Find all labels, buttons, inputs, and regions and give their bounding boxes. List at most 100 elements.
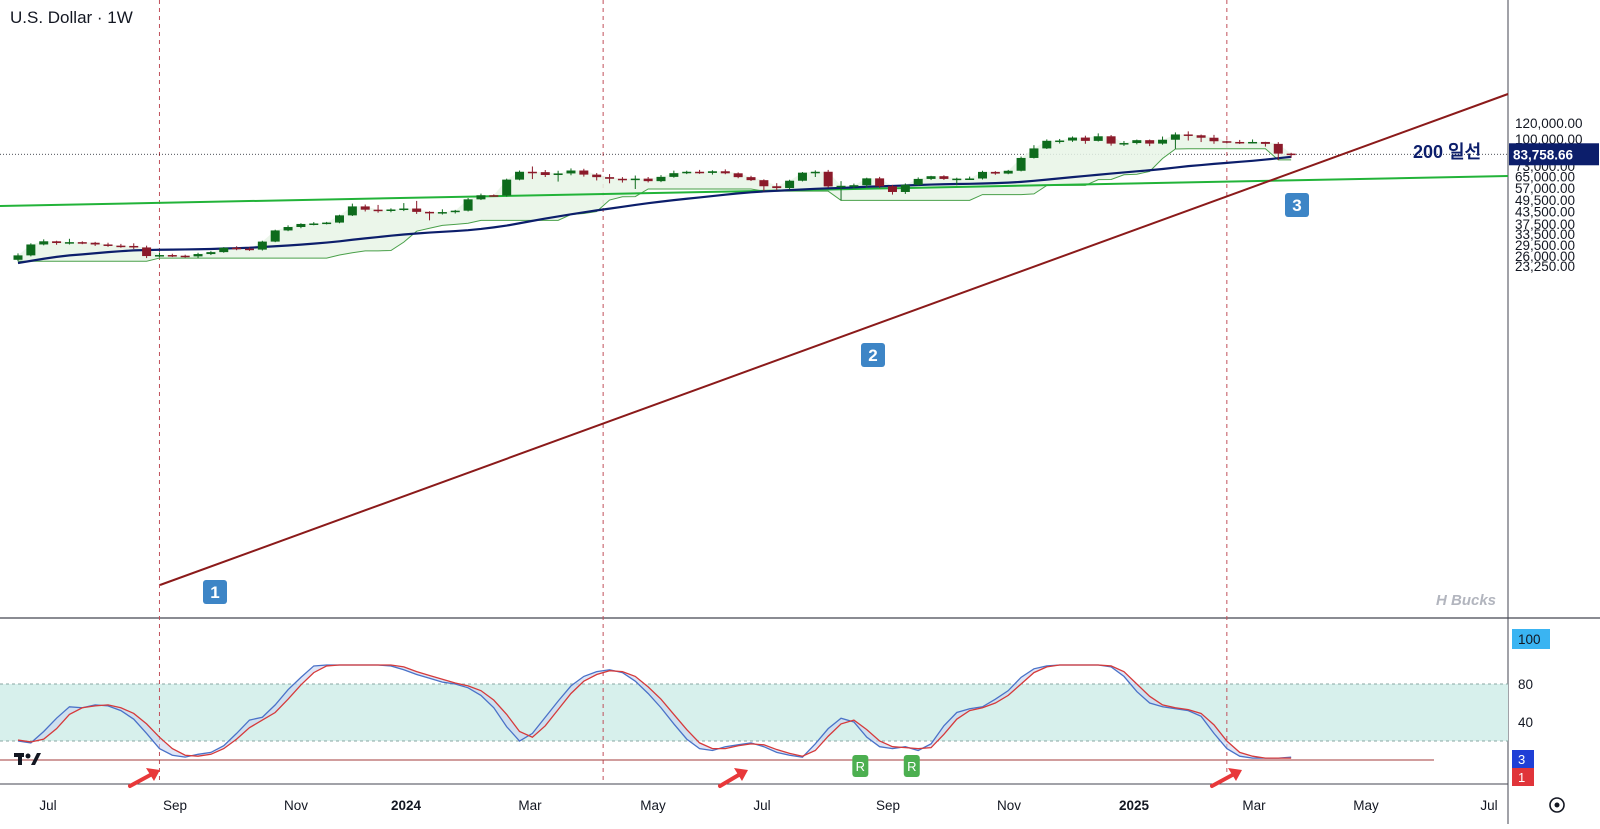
candle-body[interactable] [373, 209, 383, 212]
candle-body[interactable] [643, 178, 653, 182]
r-marker-2[interactable]: R [903, 755, 920, 777]
candle-body[interactable] [52, 241, 62, 244]
candle-body[interactable] [180, 255, 190, 258]
candle-body[interactable] [1132, 140, 1142, 144]
candle-body[interactable] [386, 209, 396, 211]
candle-body[interactable] [553, 173, 563, 176]
candle-body[interactable] [592, 174, 602, 178]
r-marker-1[interactable]: R [852, 755, 869, 777]
candle-body[interactable] [296, 223, 306, 228]
candle-body[interactable] [1260, 141, 1270, 144]
candle-body[interactable] [772, 186, 782, 189]
candle-body[interactable] [1158, 139, 1168, 144]
candle-body[interactable] [823, 171, 833, 187]
candle-body[interactable] [1170, 134, 1180, 140]
candle-body[interactable] [797, 172, 807, 181]
candle-body[interactable] [617, 178, 627, 181]
candle-body[interactable] [579, 170, 589, 175]
candle-body[interactable] [39, 241, 49, 245]
marker-2[interactable]: 2 [861, 343, 885, 367]
candle-body[interactable] [90, 242, 100, 245]
candle-body[interactable] [1273, 143, 1283, 154]
candle-body[interactable] [540, 172, 550, 176]
candle-body[interactable] [283, 227, 293, 231]
marker-2-box[interactable] [861, 343, 885, 367]
candle-body[interactable] [1119, 143, 1129, 145]
candle-body[interactable] [810, 171, 820, 174]
candle-body[interactable] [900, 184, 910, 192]
candle-body[interactable] [450, 210, 460, 213]
marker-1[interactable]: 1 [203, 580, 227, 604]
candle-body[interactable] [502, 179, 512, 196]
candle-body[interactable] [978, 171, 987, 179]
candle-body[interactable] [232, 247, 242, 250]
marker-1-box[interactable] [203, 580, 227, 604]
candle-body[interactable] [1209, 137, 1219, 142]
candle-body[interactable] [437, 212, 447, 214]
candle-body[interactable] [785, 180, 795, 189]
candle-body[interactable] [1016, 157, 1026, 171]
candle-body[interactable] [1080, 137, 1090, 141]
candle-body[interactable] [64, 242, 74, 244]
candle-body[interactable] [1106, 136, 1116, 144]
candle-body[interactable] [682, 171, 692, 174]
candle-body[interactable] [913, 178, 923, 185]
candle-body[interactable] [26, 244, 36, 256]
candle-body[interactable] [605, 177, 615, 179]
candle-body[interactable] [952, 178, 962, 181]
candle-body[interactable] [875, 178, 885, 187]
candle-body[interactable] [13, 255, 23, 260]
candle-body[interactable] [335, 215, 344, 223]
candle-body[interactable] [849, 185, 859, 187]
candle-body[interactable] [515, 171, 525, 180]
candle-body[interactable] [1029, 148, 1039, 158]
candle-body[interactable] [527, 171, 537, 174]
candle-body[interactable] [926, 176, 936, 179]
candle-body[interactable] [347, 206, 357, 216]
candle-body[interactable] [206, 252, 216, 255]
candle-body[interactable] [1183, 134, 1193, 136]
candle-body[interactable] [1248, 141, 1258, 144]
r-marker-box[interactable] [852, 755, 869, 777]
r-marker-box[interactable] [903, 755, 920, 777]
candle-body[interactable] [1068, 137, 1078, 141]
candle-body[interactable] [77, 242, 87, 244]
candle-body[interactable] [489, 195, 499, 197]
candle-body[interactable] [476, 195, 486, 200]
candle-body[interactable] [425, 211, 435, 214]
candle-body[interactable] [733, 173, 743, 178]
gear-ring[interactable] [1549, 797, 1565, 813]
candle-body[interactable] [656, 176, 666, 182]
candle-body[interactable] [566, 170, 576, 174]
candle-body[interactable] [939, 176, 949, 179]
marker-3-box[interactable] [1285, 193, 1309, 217]
candle-body[interactable] [695, 171, 705, 174]
candle-body[interactable] [746, 177, 756, 181]
candle-body[interactable] [309, 223, 319, 225]
candle-body[interactable] [1145, 140, 1155, 144]
candle-body[interactable] [1055, 140, 1065, 143]
candle-body[interactable] [322, 222, 332, 225]
candle-body[interactable] [103, 244, 113, 246]
candle-body[interactable] [759, 180, 769, 187]
candle-body[interactable] [862, 178, 872, 186]
marker-3[interactable]: 3 [1285, 193, 1309, 217]
candle-body[interactable] [412, 208, 422, 212]
candle-body[interactable] [244, 248, 254, 251]
candle-body[interactable] [142, 247, 152, 257]
candle-body[interactable] [360, 206, 370, 210]
candle-body[interactable] [167, 255, 177, 257]
candle-body[interactable] [129, 245, 139, 248]
candle-body[interactable] [1003, 170, 1013, 174]
candle-body[interactable] [116, 245, 126, 248]
candle-body[interactable] [1042, 140, 1052, 149]
candle-body[interactable] [990, 171, 1000, 174]
candle-body[interactable] [887, 186, 897, 192]
candle-body[interactable] [1093, 136, 1103, 141]
candle-body[interactable] [1235, 141, 1245, 144]
candle-body[interactable] [219, 247, 229, 253]
candle-body[interactable] [154, 255, 164, 257]
candle-body[interactable] [965, 178, 975, 181]
gear-center[interactable] [1554, 802, 1560, 808]
